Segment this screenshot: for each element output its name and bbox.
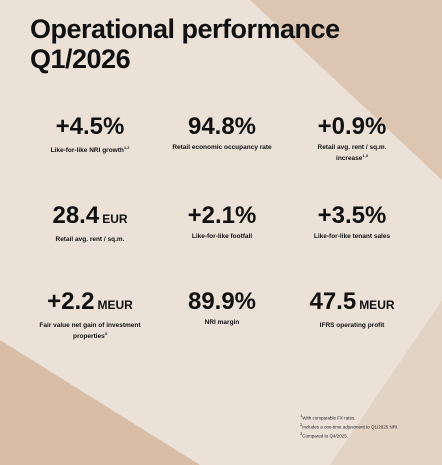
unit: MEUR (359, 298, 395, 312)
label: IFRS operating profit (319, 322, 385, 329)
value: 28.4 (52, 202, 100, 229)
footnote: 2Includes a one-time adjustment to Q1/20… (300, 422, 399, 431)
kpi: +2.1% Like-for-like footfall (157, 203, 287, 241)
kpi-label: Fair value net gain of investment proper… (25, 322, 155, 341)
footnote-ref: 3 (104, 331, 108, 336)
value: +2.2 (47, 288, 95, 315)
label: Like-for-like NRI growth (50, 147, 124, 155)
kpi: +4.5% Like-for-like NRI growth1,2 (25, 114, 155, 155)
kpi-value: 94.8% (157, 114, 287, 140)
value: 89.9% (187, 288, 257, 315)
kpi-label: IFRS operating profit (287, 322, 417, 330)
kpi-value: +2.2 MEUR (25, 289, 155, 318)
footnote: 1With comparable FX rates. (300, 413, 399, 422)
kpi-value: +4.5% (25, 114, 155, 140)
value: +3.5% (317, 202, 387, 229)
footnote-text: With comparable FX rates. (302, 415, 356, 421)
label: NRI margin (204, 319, 240, 326)
corner-shape (250, 0, 442, 180)
title: Q1/2026 (30, 44, 131, 74)
footnote-mark: 2 (300, 422, 303, 427)
kpi-value: 28.4 EUR (25, 203, 155, 232)
kpi-value: +3.5% (287, 203, 417, 229)
label: Like-for-like tenant sales (313, 233, 391, 240)
footnotes: 1With comparable FX rates. 2Includes a on… (300, 413, 399, 440)
unit: MEUR (97, 298, 133, 312)
label: Retail economic occupancy rate (172, 144, 272, 151)
value: 47.5 (309, 288, 357, 315)
footnote-mark: 1 (300, 413, 303, 418)
footnote-ref: 1,3 (362, 153, 368, 158)
footnote-mark: 3 (300, 431, 303, 436)
kpi: +0.9% Retail avg. rent / sq.m. increase1,… (287, 114, 417, 163)
kpi: 28.4 EUR Retail avg. rent / sq.m. (25, 203, 155, 244)
unit: EUR (102, 212, 128, 226)
kpi: 94.8% Retail economic occupancy rate (157, 114, 287, 152)
label: Fair value net gain of investment proper… (39, 322, 141, 341)
footnote: 3Compared to Q4/2025. (300, 431, 399, 440)
footnote-text: Includes a one-time adjustment to Q1/202… (302, 424, 399, 430)
kpi-label: NRI margin (157, 319, 287, 327)
value: +4.5% (55, 113, 125, 140)
title: Operational performance (30, 14, 340, 44)
kpi: +2.2 MEUR Fair value net gain of investmen… (25, 289, 155, 341)
corner-shape (330, 300, 442, 465)
kpi: 89.9% NRI margin (157, 289, 287, 327)
footnote-ref: 1,2 (123, 145, 130, 150)
kpi-label: Like-for-like footfall (157, 233, 287, 241)
kpi: 47.5 MEUR IFRS operating profit (287, 289, 417, 330)
kpi-value: +0.9% (287, 114, 417, 140)
kpi-value: +2.1% (157, 203, 287, 229)
label: Like-for-like footfall (191, 233, 253, 240)
value: 94.8% (187, 113, 257, 140)
corner-shape (0, 340, 200, 465)
kpi-label: Like-for-like tenant sales (287, 233, 417, 241)
value: +2.1% (187, 202, 257, 229)
footnote-text: Compared to Q4/2025. (302, 433, 349, 439)
kpi-label: Retail avg. rent / sq.m. (25, 236, 155, 244)
kpi-value: 89.9% (157, 289, 287, 315)
kpi-label: Retail avg. rent / sq.m. increase1,3 (287, 144, 417, 163)
kpi-label: Retail economic occupancy rate (157, 144, 287, 152)
value: +0.9% (317, 113, 387, 140)
label: Retail avg. rent / sq.m. increase (317, 144, 387, 163)
kpi: +3.5% Like-for-like tenant sales (287, 203, 417, 241)
kpi-value: 47.5 MEUR (287, 289, 417, 318)
kpi-label: Like-for-like NRI growth1,2 (25, 144, 155, 155)
label: Retail avg. rent / sq.m. (55, 236, 125, 243)
